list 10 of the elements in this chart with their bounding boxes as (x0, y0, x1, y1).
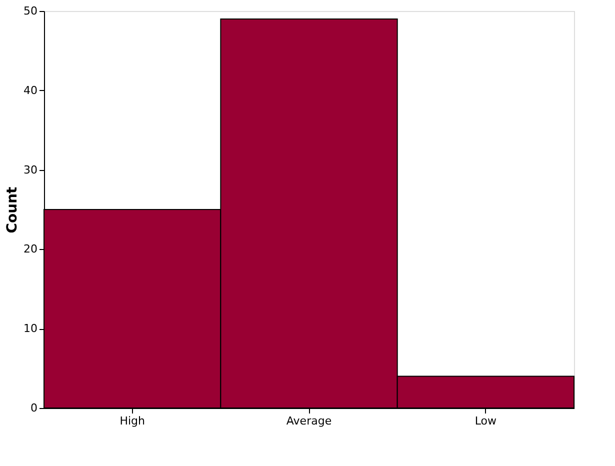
y-tick-label: 30 (24, 163, 38, 176)
x-tick-label: High (120, 414, 145, 428)
x-tick-label: Low (474, 414, 497, 428)
x-tick-label: Average (286, 414, 332, 428)
y-tick-label: 40 (24, 84, 38, 97)
y-axis-title: Count (4, 186, 21, 234)
y-tick-label: 0 (30, 402, 38, 414)
y-tick-label: 10 (24, 322, 38, 336)
y-tick-label: 20 (24, 242, 38, 256)
y-tick-label: 50 (24, 4, 38, 18)
